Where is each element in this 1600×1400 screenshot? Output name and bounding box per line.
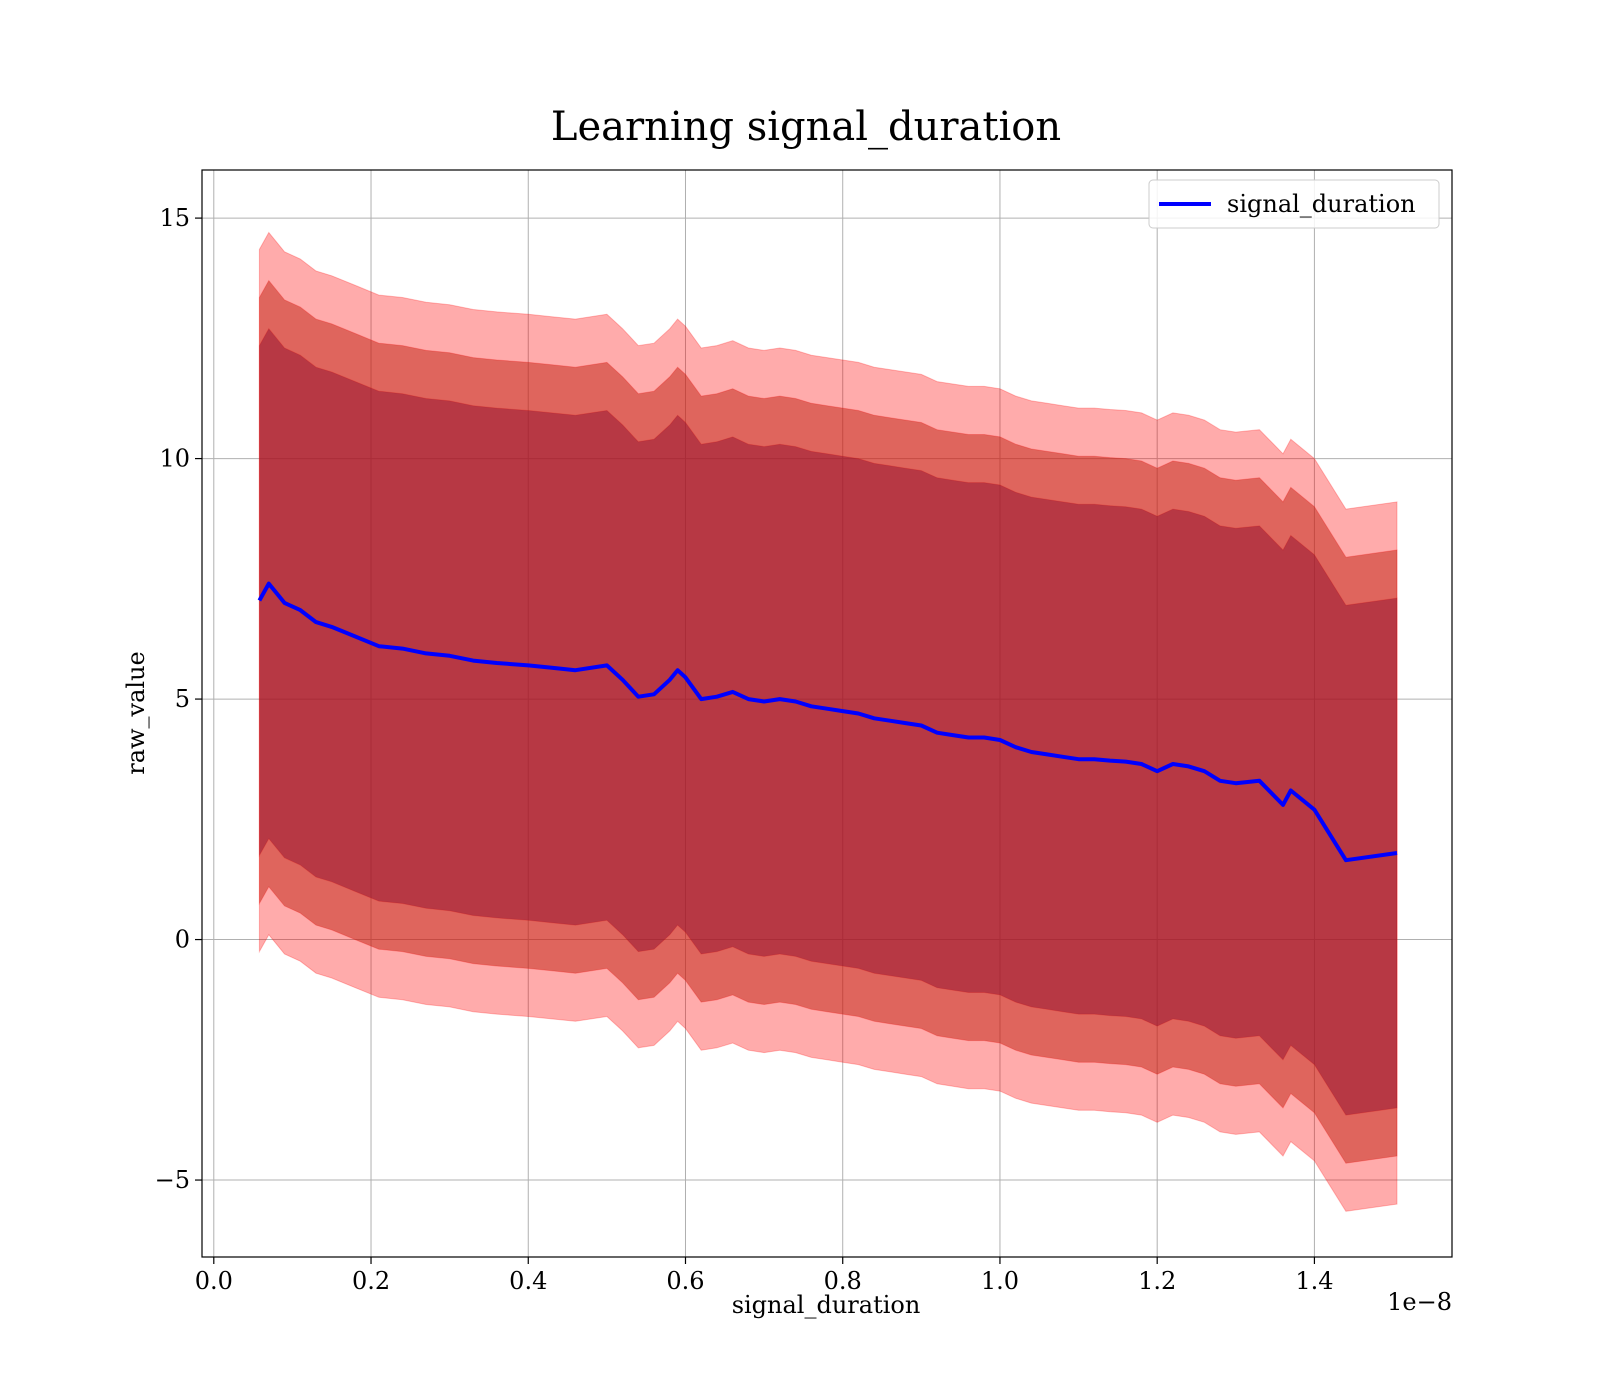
x-tick-label: 0.2 [352,1267,390,1295]
y-tick-label: 5 [175,685,190,713]
x-tick-label: 0.6 [666,1267,704,1295]
y-tick-label: 0 [175,926,190,954]
legend: signal_duration [1148,179,1440,229]
legend-label: signal_duration [1227,190,1416,218]
y-tick-label: −5 [155,1166,190,1194]
chart-title: Learning signal_duration [551,104,1061,150]
x-axis-offset-label: 1e−8 [1387,1288,1452,1316]
x-tick-label: 1.2 [1138,1267,1176,1295]
x-tick-label: 1.4 [1295,1267,1333,1295]
series-line-signal-duration [257,581,1398,863]
y-tick-label: 15 [159,204,190,232]
band-2 [258,279,1398,1164]
plot-frame [201,169,1453,1258]
band-1 [258,231,1398,1212]
y-axis-label: raw_value [122,651,150,775]
x-tick-label: 0.4 [509,1267,547,1295]
plot-area: 0.0 0.2 0.4 0.6 0.8 1.0 1.2 1.4 −5 0 5 10 15 [155,169,1453,1295]
x-tick-label: 0.0 [195,1267,233,1295]
y-tick-label: 10 [159,445,190,473]
band-3 [258,327,1398,1116]
x-tick-label: 0.8 [824,1267,862,1295]
x-tick-label: 1.0 [981,1267,1019,1295]
x-axis-label: signal_duration [732,1291,921,1319]
legend-box [1148,179,1440,229]
band-inner-tint [259,328,1397,1116]
band-middle-tint [259,280,1397,1164]
